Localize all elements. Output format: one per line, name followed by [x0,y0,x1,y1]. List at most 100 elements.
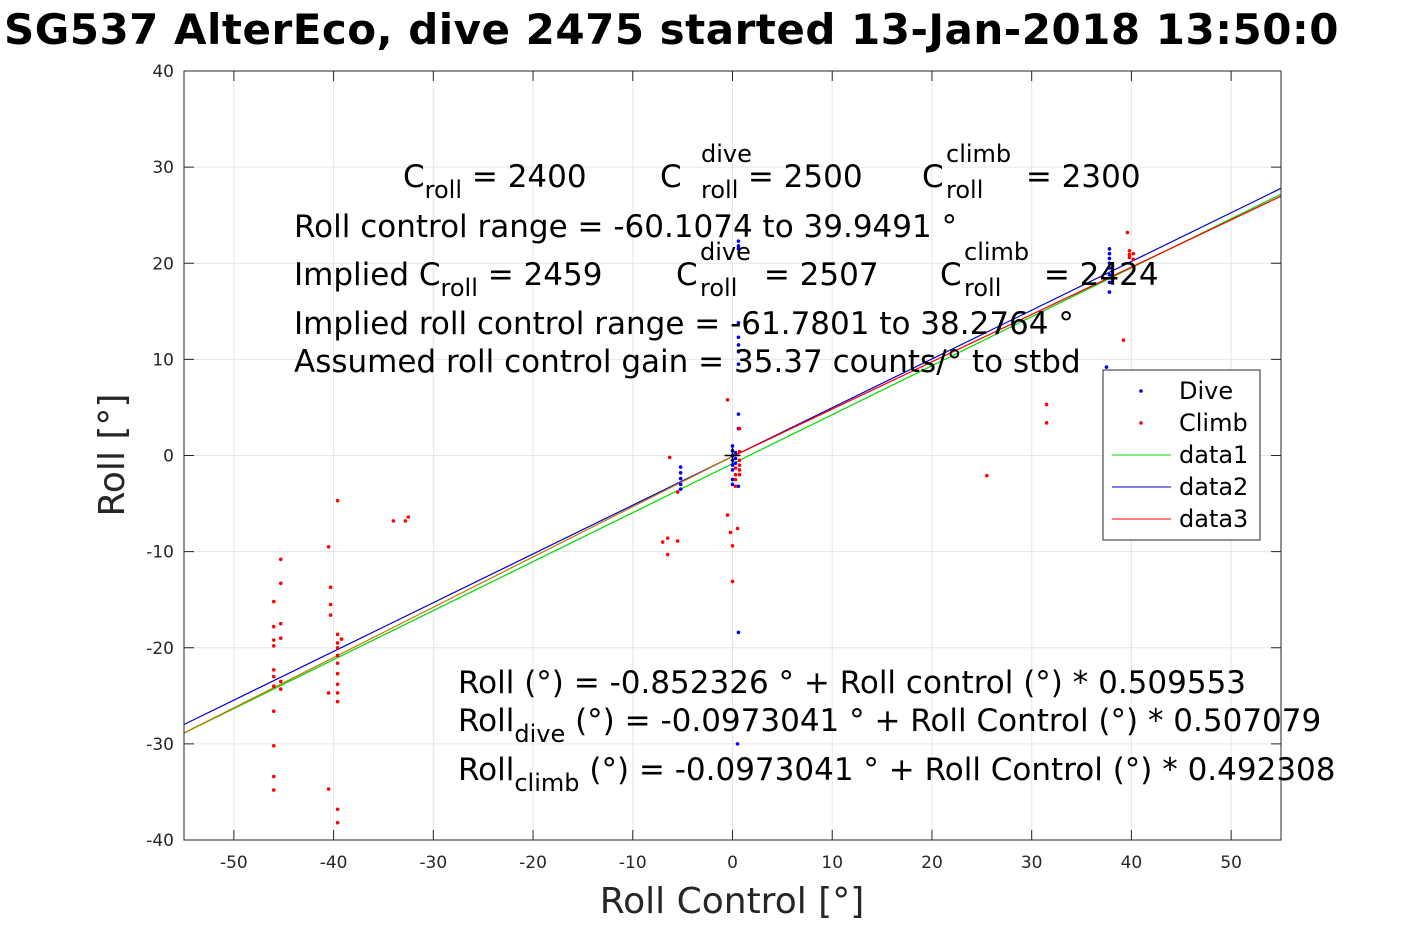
legend: Dive Climb data1 data2 data3 [1102,369,1261,541]
legend-climb-marker [1139,421,1143,425]
climb-point [1127,248,1132,253]
annotation-c-climb: Crollclimb = 2300 [922,140,1141,204]
climb-point [730,579,735,584]
climb-point [737,468,742,472]
legend-data3-label: data3 [1179,505,1248,533]
dive-point [1104,365,1109,369]
climb-point [335,820,340,825]
dive-point [736,244,741,248]
climb-point [328,585,333,589]
climb-point [1131,257,1136,262]
dive-point [736,362,741,366]
climb-point [725,513,730,517]
legend-dive-marker [1139,389,1143,393]
x-tick-label: 30 [1021,853,1043,873]
x-tick-label: 40 [1121,853,1143,873]
climb-point [278,687,283,691]
x-tick-label: 0 [727,853,738,873]
climb-point [326,787,331,791]
annotation-c-roll: Croll = 2400 [403,159,587,204]
y-axis-label: Roll [°] [92,394,133,517]
climb-point [271,674,276,679]
climb-point [1044,402,1049,407]
climb-point [271,774,276,779]
climb-point [335,641,340,645]
dive-point [678,471,683,475]
dive-point [1107,280,1112,285]
climb-point [733,477,738,482]
climb-point [737,472,742,477]
x-tick-label: 50 [1220,853,1242,873]
climb-point [733,472,738,477]
dive-point [736,412,741,416]
y-tick-label: 30 [152,158,174,178]
dive-point [736,335,741,340]
dive-point [736,630,741,635]
climb-point [278,621,283,626]
climb-point [278,679,283,684]
climb-point [335,807,340,812]
dive-point [730,477,735,482]
dive-point [736,343,741,347]
x-tick-label: -50 [220,853,248,873]
climb-point [335,498,340,503]
dive-point [678,465,683,469]
climb-point [335,661,340,665]
y-tick-label: -40 [146,831,174,851]
climb-point [1044,421,1049,425]
climb-point [271,743,276,748]
dive-point [733,450,738,455]
dive-point [730,463,735,467]
climb-point [675,539,680,543]
legend-data1-label: data1 [1179,441,1248,469]
climb-point [271,684,276,688]
climb-point [733,484,738,489]
climb-point [737,458,742,463]
dive-point [736,247,741,251]
y-tick-label: 0 [163,447,174,467]
climb-point [391,519,396,523]
climb-point [725,397,730,402]
climb-point [328,613,333,617]
plot-frame [183,70,1282,841]
origin-marker [724,447,741,464]
climb-point [271,709,276,713]
climb-point [328,602,333,607]
climb-point [335,653,340,658]
dive-point [1107,256,1112,261]
climb-point [406,515,411,519]
annotation-implied-c-roll: Implied Croll = 2459 [294,257,602,302]
climb-point [335,699,340,704]
dive-point [678,487,683,491]
axes [183,70,1282,841]
y-tick-label: 10 [152,350,174,370]
dive-point [678,476,683,481]
climb-point [335,671,340,676]
climb-point [335,691,340,695]
climb-point [278,557,283,562]
climb-point [737,463,742,467]
y-tick-labels: -40 -30 -20 -10 0 10 20 30 40 [146,62,174,851]
climb-point [278,581,283,586]
climb-point [278,636,283,640]
dive-point [730,468,735,472]
y-tick-label: 40 [152,62,174,82]
chart-title: SG537 AlterEco, dive 2475 started 13-Jan… [4,5,1339,54]
dive-point [733,456,738,461]
y-tick-label: 20 [152,254,174,274]
dive-point [736,239,741,243]
climb-point [675,490,680,494]
climb-point [335,632,340,637]
x-tick-label: 20 [921,853,943,873]
climb-point [1127,252,1132,257]
y-tick-label: -20 [146,639,174,659]
dive-point [736,321,741,325]
dive-point [1107,247,1112,251]
climb-point [1125,230,1130,235]
dive-point [730,482,735,487]
climb-point [1127,255,1132,260]
climb-point [335,645,340,650]
climb-point [326,545,331,549]
